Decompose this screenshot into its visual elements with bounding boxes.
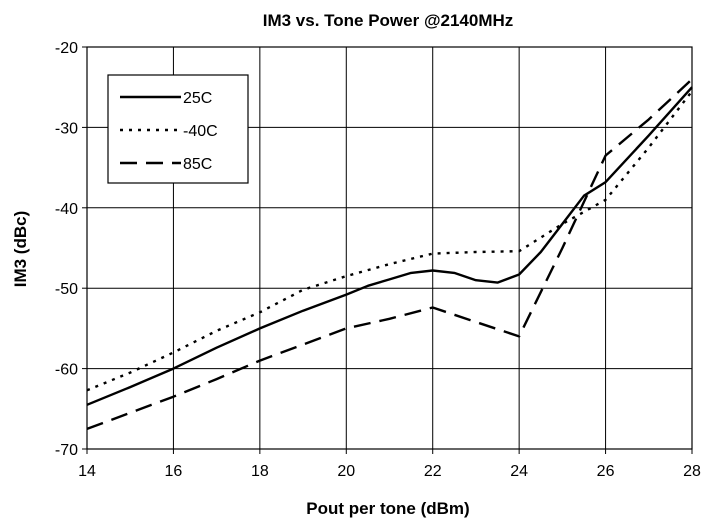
legend-label-1: -40C [183, 123, 218, 140]
legend-label-0: 25C [183, 90, 212, 107]
axis-ticks: 14 16 18 20 22 24 26 28 -20 -30 -40 -50 -60 -70 [55, 40, 701, 480]
x-axis-label: Pout per tone (dBm) [306, 499, 469, 518]
x-tick-label: 28 [683, 463, 701, 480]
y-tick-label: -30 [55, 120, 78, 137]
x-tick-label: 22 [424, 463, 442, 480]
x-tick-label: 20 [337, 463, 355, 480]
x-tick-label: 14 [78, 463, 96, 480]
y-tick-label: -20 [55, 40, 78, 57]
x-tick-label: 24 [510, 463, 528, 480]
series-line-1 [86, 90, 693, 392]
legend-label-2: 85C [183, 156, 212, 173]
series-lines [86, 78, 693, 431]
y-tick-label: -50 [55, 281, 78, 298]
x-tick-label: 18 [251, 463, 269, 480]
series-line-2 [86, 78, 693, 431]
y-tick-label: -70 [55, 442, 78, 459]
y-axis-label: IM3 (dBc) [11, 211, 30, 288]
x-tick-label: 16 [165, 463, 183, 480]
y-tick-label: -40 [55, 201, 78, 218]
y-tick-label: -60 [55, 362, 78, 379]
legend: 25C -40C 85C [107, 74, 249, 184]
chart-title: IM3 vs. Tone Power @2140MHz [263, 11, 514, 30]
series-line-0 [86, 86, 693, 406]
x-tick-label: 26 [597, 463, 615, 480]
plot-area-frame [86, 46, 693, 450]
